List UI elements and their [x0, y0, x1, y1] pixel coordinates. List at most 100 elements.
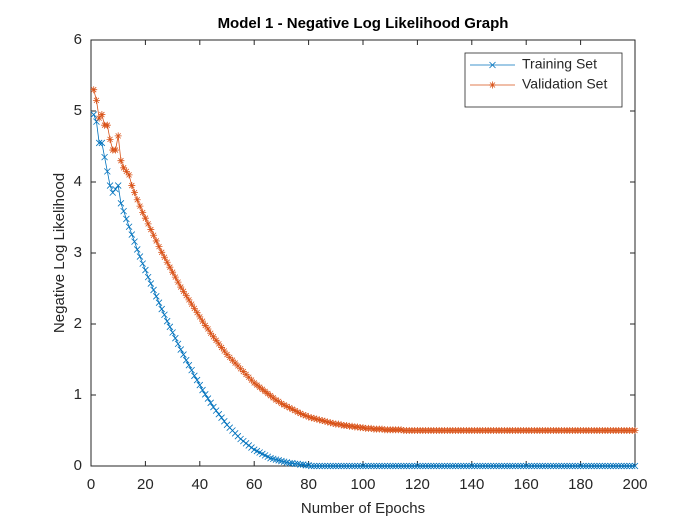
marker [114, 132, 122, 140]
y-tick-label: 1 [74, 386, 82, 403]
marker [503, 462, 511, 470]
marker [150, 231, 158, 239]
marker [250, 379, 258, 387]
marker [144, 220, 152, 228]
marker [109, 189, 117, 196]
marker [580, 462, 587, 470]
marker [348, 462, 356, 470]
marker [397, 426, 405, 434]
marker [158, 305, 166, 313]
marker [326, 419, 334, 427]
y-tick-label: 3 [74, 244, 82, 261]
marker [612, 462, 620, 470]
marker [95, 114, 103, 122]
marker [343, 422, 351, 430]
marker [209, 333, 217, 341]
marker [112, 185, 119, 193]
marker [354, 462, 361, 470]
marker [484, 462, 492, 470]
marker [161, 311, 168, 319]
marker [128, 182, 136, 190]
marker [588, 462, 595, 470]
marker [560, 462, 568, 470]
marker [199, 317, 207, 325]
marker [340, 462, 348, 470]
y-tick-label: 4 [74, 173, 82, 190]
marker [228, 356, 236, 364]
marker [240, 437, 247, 445]
x-tick-label: 160 [514, 476, 539, 493]
marker [177, 283, 185, 291]
marker [179, 287, 187, 295]
marker [465, 462, 473, 470]
marker [367, 424, 375, 432]
marker [318, 417, 326, 425]
marker [247, 376, 255, 384]
marker [288, 459, 296, 467]
y-tick-label: 5 [74, 102, 82, 119]
marker [305, 413, 313, 421]
marker [280, 401, 288, 409]
marker [555, 462, 563, 470]
marker [452, 462, 459, 470]
marker [283, 402, 291, 410]
marker [419, 462, 427, 470]
x-axis-label: Number of Epochs [301, 500, 425, 517]
marker [204, 325, 212, 333]
marker [196, 313, 204, 321]
marker [280, 458, 288, 466]
marker [558, 462, 565, 470]
marker [123, 215, 130, 223]
x-tick-label: 140 [459, 476, 484, 493]
marker [220, 417, 228, 425]
marker [631, 462, 639, 470]
marker [267, 392, 275, 400]
marker [248, 444, 255, 451]
marker [212, 336, 220, 344]
marker [533, 462, 541, 470]
marker [93, 118, 100, 125]
marker [106, 135, 114, 143]
legend-box [464, 52, 623, 108]
marker [155, 299, 163, 306]
marker [299, 461, 307, 468]
marker [283, 459, 291, 466]
y-tick-label: 2 [74, 315, 82, 332]
marker [618, 462, 625, 470]
marker [329, 419, 337, 427]
marker [424, 462, 432, 470]
marker [272, 456, 280, 463]
marker [242, 370, 250, 378]
x-tick-label: 20 [137, 476, 154, 493]
marker [253, 381, 261, 389]
marker [125, 171, 133, 179]
marker [239, 368, 247, 376]
marker [599, 462, 606, 470]
marker [476, 462, 484, 470]
marker [142, 266, 149, 274]
marker [261, 387, 269, 395]
marker [582, 462, 590, 470]
chart-title: Model 1 - Negative Log Likelihood Graph [218, 15, 509, 32]
marker [473, 462, 481, 470]
marker [141, 214, 149, 222]
marker [131, 189, 139, 197]
marker [509, 462, 516, 470]
marker [373, 462, 380, 470]
marker [321, 417, 329, 425]
marker [291, 460, 299, 468]
legend: Training Set Validation Set [464, 52, 623, 108]
x-tick-label: 200 [622, 476, 647, 493]
marker [169, 329, 176, 336]
marker [528, 462, 535, 470]
marker [492, 462, 500, 470]
marker [286, 459, 293, 467]
marker [190, 304, 198, 312]
marker [158, 248, 166, 256]
marker [517, 462, 525, 470]
marker [305, 462, 312, 469]
marker [212, 407, 220, 414]
marker [327, 462, 334, 470]
marker [196, 381, 204, 389]
marker [245, 442, 253, 449]
